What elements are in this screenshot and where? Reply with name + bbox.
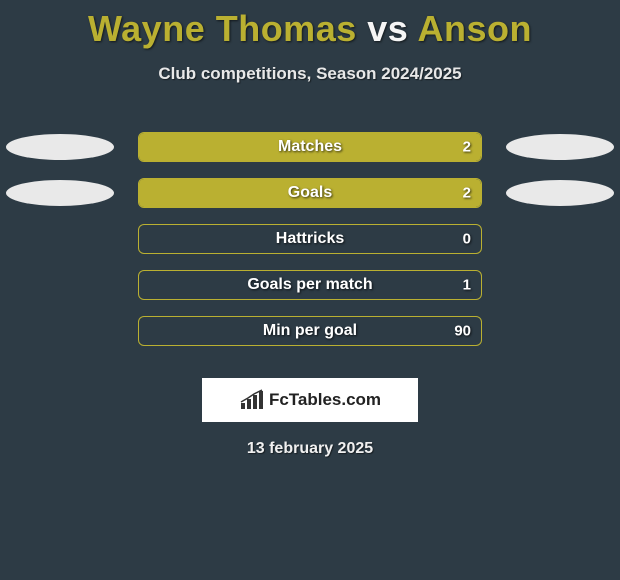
stat-bar: Min per goal 90 [138, 316, 482, 346]
stat-bar: Goals per match 1 [138, 270, 482, 300]
vs-label: vs [367, 8, 408, 49]
stat-row: Min per goal 90 [0, 308, 620, 354]
stat-value-right: 2 [463, 185, 471, 202]
stats-area: Matches 2 Goals 2 Hattricks 0 Goals per match 1… [0, 124, 620, 354]
player1-ellipse [6, 134, 114, 160]
date-label: 13 february 2025 [0, 440, 620, 458]
stat-label: Goals [288, 184, 332, 202]
stat-row: Matches 2 [0, 124, 620, 170]
stat-value-right: 90 [454, 323, 471, 340]
stat-row: Hattricks 0 [0, 216, 620, 262]
stat-label: Goals per match [247, 276, 372, 294]
stat-bar: Matches 2 [138, 132, 482, 162]
stat-label: Hattricks [276, 230, 344, 248]
subtitle: Club competitions, Season 2024/2025 [0, 64, 620, 84]
player2-name: Anson [417, 8, 532, 49]
stat-bar: Hattricks 0 [138, 224, 482, 254]
stat-row: Goals 2 [0, 170, 620, 216]
player1-name: Wayne Thomas [88, 8, 357, 49]
brand-logo[interactable]: FcTables.com [202, 378, 418, 422]
stat-value-right: 2 [463, 139, 471, 156]
player1-ellipse [6, 180, 114, 206]
stat-value-right: 0 [463, 231, 471, 248]
stat-value-right: 1 [463, 277, 471, 294]
chart-icon [239, 389, 265, 411]
player2-ellipse [506, 134, 614, 160]
stat-row: Goals per match 1 [0, 262, 620, 308]
stat-label: Min per goal [263, 322, 357, 340]
stat-bar: Goals 2 [138, 178, 482, 208]
page-title: Wayne Thomas vs Anson [0, 0, 620, 50]
stat-label: Matches [278, 138, 342, 156]
brand-text: FcTables.com [269, 390, 381, 410]
player2-ellipse [506, 180, 614, 206]
